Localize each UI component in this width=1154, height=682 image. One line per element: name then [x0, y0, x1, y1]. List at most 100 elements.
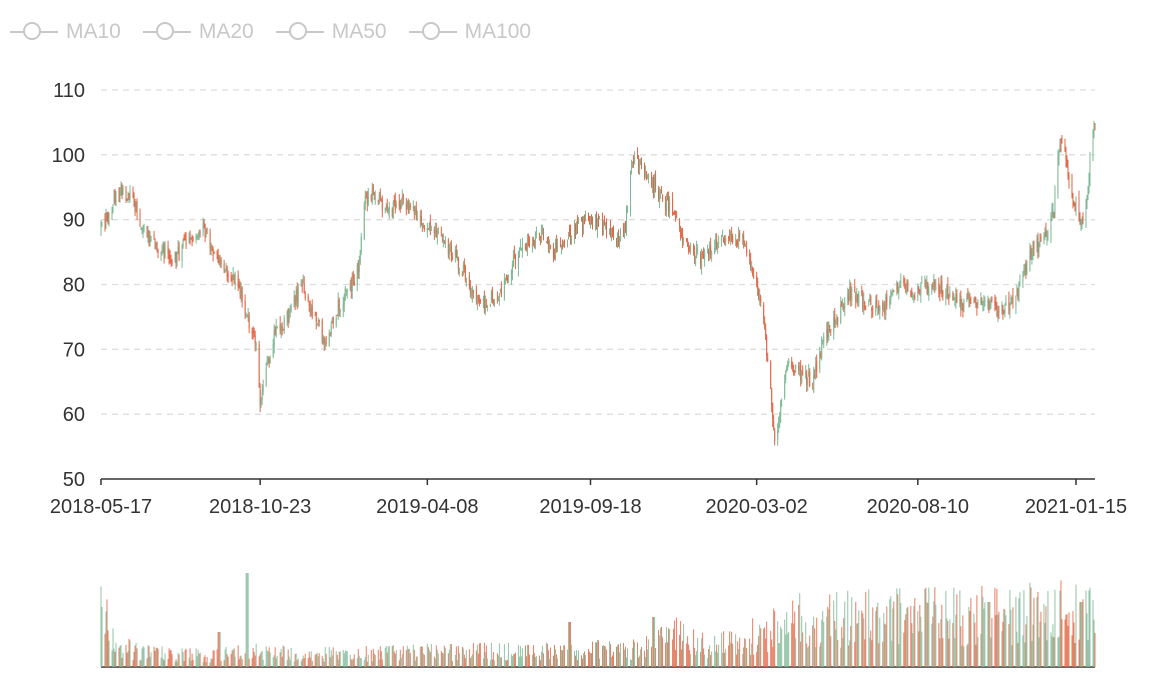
volume-bar [688, 644, 690, 667]
candle-body [753, 275, 755, 279]
volume-bar [146, 658, 148, 667]
volume-bar [328, 646, 330, 667]
candle-body [646, 171, 648, 175]
candle-body [771, 389, 773, 406]
volume-bar [351, 659, 353, 667]
volume-bar [198, 653, 200, 667]
candle-body [142, 228, 144, 231]
candle-body [1060, 144, 1062, 146]
candle-body [513, 252, 515, 254]
volume-bar [178, 654, 180, 667]
candle-body [945, 294, 947, 299]
volume-bar [605, 646, 607, 667]
candle-body [318, 319, 320, 322]
candle-body [560, 244, 562, 250]
volume-bar [710, 654, 712, 667]
volume-bar [638, 657, 640, 667]
candle-body [801, 374, 803, 383]
candle-body [1074, 202, 1076, 212]
candle-body [963, 301, 965, 313]
volume-bar [1040, 611, 1042, 667]
legend-item-ma50[interactable]: MA50 [275, 20, 387, 44]
volume-bar [833, 600, 835, 667]
volume-bar [1067, 625, 1069, 667]
candle-body [118, 194, 120, 201]
candle-body [331, 319, 333, 324]
volume-bar [634, 641, 636, 667]
volume-bar [994, 587, 996, 667]
volume-bar [310, 651, 312, 667]
legend-item-ma100[interactable]: MA100 [408, 20, 531, 44]
volume-bar [784, 619, 786, 667]
volume-bar [121, 657, 123, 667]
candle-body [969, 299, 971, 304]
candle-body [524, 245, 526, 247]
candle-body [1078, 197, 1080, 216]
candle-body [454, 250, 456, 257]
candle-body [1079, 213, 1081, 224]
candle-body [1080, 224, 1082, 226]
candle-body [697, 250, 699, 252]
volume-bar [101, 607, 103, 667]
candle-body [147, 233, 149, 237]
candle-body [1030, 247, 1032, 258]
volume-bar [661, 626, 663, 667]
candle-body [223, 263, 225, 271]
candle-body [637, 154, 639, 159]
volume-bar [885, 624, 887, 667]
volume-bar [286, 660, 288, 667]
volume-bar [444, 647, 446, 667]
candle-body [471, 288, 473, 297]
candle-body [872, 312, 874, 314]
candle-body [974, 298, 976, 301]
volume-bar [231, 650, 233, 667]
candle-body [623, 226, 625, 234]
candle-body [680, 226, 682, 237]
volume-bar [679, 634, 681, 667]
candle-body [500, 288, 502, 296]
candle-body [792, 365, 794, 369]
candle-body [924, 283, 926, 285]
candle-body [709, 245, 711, 255]
candle-body [620, 228, 622, 241]
legend-item-ma20[interactable]: MA20 [142, 20, 254, 44]
volume-bar [100, 586, 102, 667]
candle-body [673, 212, 675, 214]
volume-bar [917, 611, 919, 667]
volume-bar [997, 614, 999, 667]
candle-body [395, 203, 397, 209]
candle-body [266, 360, 268, 366]
volume-bar [940, 619, 942, 667]
volume-bar [1088, 590, 1090, 667]
volume-bar [626, 657, 628, 667]
candle-body [717, 243, 719, 250]
candle-body [268, 358, 270, 363]
volume-bar [132, 660, 134, 667]
volume-bar [469, 657, 471, 667]
volume-bar [676, 617, 678, 667]
volume-bar [419, 646, 421, 667]
volume-bar [714, 635, 716, 667]
candle-body [702, 253, 704, 255]
volume-bar [324, 647, 326, 667]
volume-bar [442, 653, 444, 667]
candle-body [154, 239, 156, 249]
candle-body [602, 215, 604, 231]
candle-body [605, 226, 607, 229]
volume-bar [947, 620, 949, 667]
candle-body [265, 366, 267, 385]
candle-body [865, 305, 867, 307]
volume-bar [805, 622, 807, 667]
legend-item-ma10[interactable]: MA10 [10, 20, 121, 44]
candle-body [890, 293, 892, 299]
candle-body [507, 274, 509, 278]
candle-body [988, 301, 990, 310]
candle-body [743, 235, 745, 242]
candle-body [295, 291, 297, 302]
candle-body [420, 215, 422, 226]
candle-body [477, 297, 479, 299]
volume-bar [702, 632, 704, 667]
candle-body [821, 337, 823, 358]
candle-body [391, 209, 393, 216]
candle-body [134, 203, 136, 212]
